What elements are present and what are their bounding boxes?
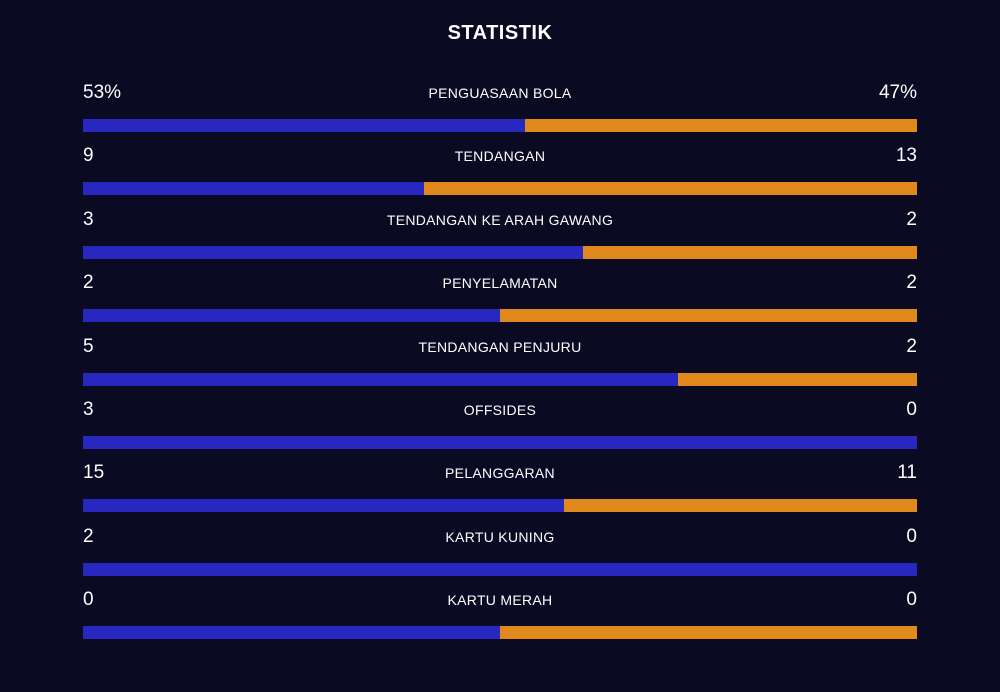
home-bar-segment — [83, 499, 565, 513]
stat-name: TENDANGAN PENJURU — [418, 338, 582, 355]
stat-row-tendangan-penjuru: 5 TENDANGAN PENJURU 2 — [83, 334, 917, 397]
comparison-bar — [83, 309, 917, 323]
home-bar-segment — [83, 435, 917, 449]
home-bar-segment — [83, 182, 425, 196]
stat-row-kartu-merah: 0 KARTU MERAH 0 — [83, 587, 917, 650]
home-value: 3 — [83, 398, 94, 420]
stat-label-line: 3 OFFSIDES 0 — [83, 397, 917, 435]
away-value: 2 — [906, 272, 917, 294]
away-value: 0 — [906, 525, 917, 547]
comparison-bar — [83, 499, 917, 513]
home-value: 53% — [83, 82, 122, 103]
stat-row-offsides: 3 OFFSIDES 0 — [83, 397, 917, 460]
comparison-bar — [83, 626, 917, 640]
comparison-bar — [83, 435, 917, 449]
away-value: 2 — [906, 208, 917, 230]
stat-name: PENGUASAAN BOLA — [428, 85, 572, 101]
stat-name: TENDANGAN KE ARAH GAWANG — [386, 211, 614, 228]
stat-label-line: 2 KARTU KUNING 0 — [83, 524, 917, 562]
away-bar-segment — [564, 499, 917, 513]
away-bar-segment — [678, 372, 917, 386]
comparison-bar — [83, 182, 917, 196]
stats-list: 53% PENGUASAAN BOLA 47% 9 TENDANGAN 13 3… — [83, 80, 917, 651]
stat-label-line: 0 KARTU MERAH 0 — [83, 587, 917, 625]
stat-name: PELANGGARAN — [445, 465, 555, 482]
stat-name: KARTU KUNING — [445, 528, 555, 545]
home-bar-segment — [83, 245, 584, 259]
stat-row-kartu-kuning: 2 KARTU KUNING 0 — [83, 524, 917, 587]
stat-label-line: 15 PELANGGARAN 11 — [83, 460, 917, 498]
away-value: 47% — [878, 82, 917, 103]
away-value: 13 — [895, 145, 917, 167]
stat-row-tendangan-ke-arah-gawang: 3 TENDANGAN KE ARAH GAWANG 2 — [83, 207, 917, 270]
away-bar-segment — [583, 245, 917, 259]
home-value: 5 — [83, 335, 94, 357]
home-value: 2 — [83, 272, 94, 294]
away-value: 0 — [906, 398, 917, 420]
comparison-bar — [83, 372, 917, 386]
comparison-bar — [83, 562, 917, 576]
home-bar-segment — [83, 562, 917, 576]
stat-row-penguasaan-bola: 53% PENGUASAAN BOLA 47% — [83, 80, 917, 143]
stat-label-line: 5 TENDANGAN PENJURU 2 — [83, 334, 917, 372]
stat-label-line: 53% PENGUASAAN BOLA 47% — [83, 80, 917, 118]
home-bar-segment — [83, 309, 500, 323]
page-title: STATISTIK — [447, 22, 553, 44]
stat-name: OFFSIDES — [463, 401, 537, 418]
home-bar-segment — [83, 626, 500, 640]
home-bar-segment — [83, 119, 526, 132]
away-bar-segment — [500, 626, 917, 640]
stat-name: PENYELAMATAN — [442, 275, 558, 292]
comparison-bar — [83, 119, 917, 132]
comparison-bar — [83, 245, 917, 259]
stat-label-line: 9 TENDANGAN 13 — [83, 143, 917, 181]
away-value: 2 — [906, 335, 917, 357]
home-value: 15 — [83, 462, 105, 484]
home-value: 3 — [83, 208, 94, 230]
away-bar-segment — [424, 182, 917, 196]
stat-label-line: 3 TENDANGAN KE ARAH GAWANG 2 — [83, 207, 917, 245]
away-value: 11 — [897, 462, 917, 484]
home-bar-segment — [83, 372, 679, 386]
stat-row-pelanggaran: 15 PELANGGARAN 11 — [83, 460, 917, 523]
home-value: 2 — [83, 525, 94, 547]
stat-row-tendangan: 9 TENDANGAN 13 — [83, 143, 917, 206]
away-bar-segment — [500, 309, 917, 323]
away-bar-segment — [525, 119, 917, 132]
stat-row-penyelamatan: 2 PENYELAMATAN 2 — [83, 270, 917, 333]
stat-label-line: 2 PENYELAMATAN 2 — [83, 270, 917, 308]
stat-name: KARTU MERAH — [447, 592, 553, 609]
home-value: 0 — [83, 589, 94, 611]
away-value: 0 — [906, 589, 917, 611]
home-value: 9 — [83, 145, 94, 167]
stat-name: TENDANGAN — [454, 148, 546, 165]
